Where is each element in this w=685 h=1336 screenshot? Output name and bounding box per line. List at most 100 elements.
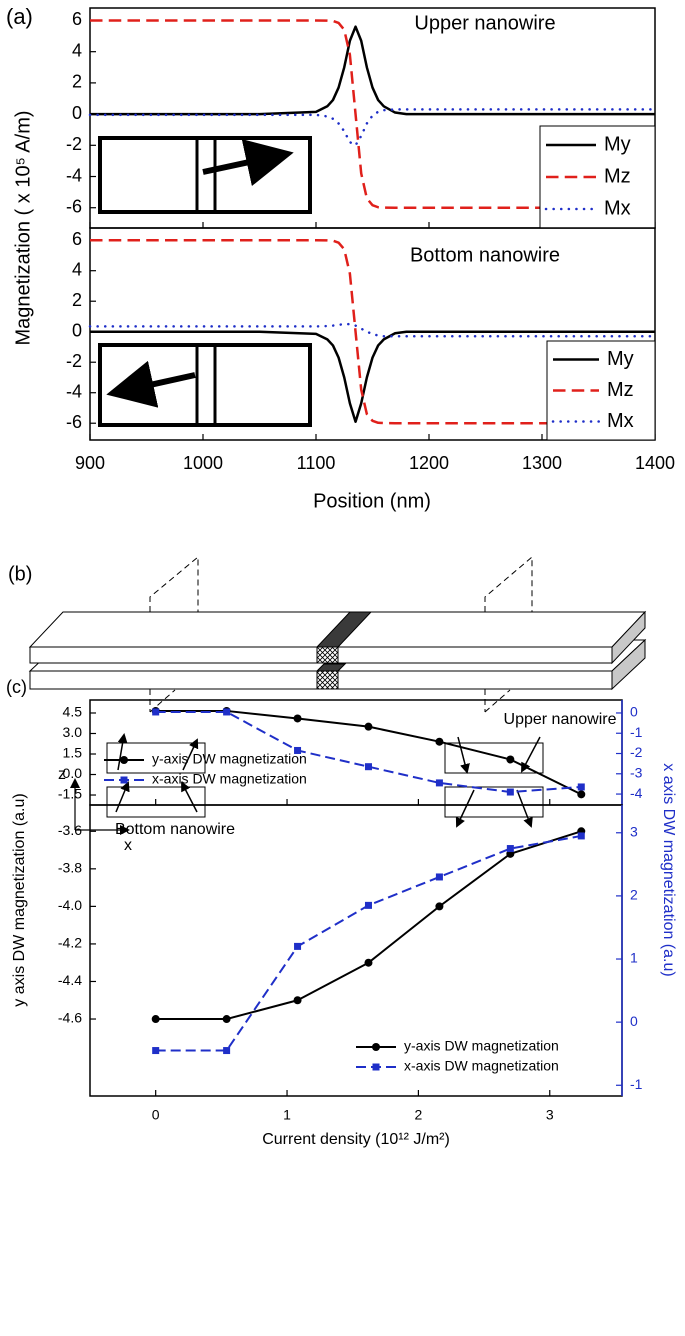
- legend-label: x-axis DW magnetization: [152, 771, 307, 787]
- point: [435, 737, 444, 746]
- y2-tick-label: 2: [630, 887, 638, 903]
- point: [435, 873, 443, 881]
- y2-tick-label: -3: [630, 764, 643, 780]
- legend-marker: [372, 1063, 380, 1071]
- annotation: Bottom nanowire: [115, 821, 235, 838]
- legend-label: Mx: [604, 197, 631, 219]
- point: [223, 1047, 231, 1055]
- y2-axis-label: x axis DW magnetization (a.u): [660, 763, 677, 976]
- x-tick-label: 1100: [297, 453, 336, 473]
- legend-label: Mx: [607, 410, 634, 432]
- point: [364, 901, 372, 909]
- y-tick-label: 0: [72, 320, 82, 340]
- legend-label: y-axis DW magnetization: [404, 1038, 559, 1054]
- legend-label: x-axis DW magnetization: [404, 1058, 559, 1074]
- inset-arrow: [106, 360, 196, 408]
- legend-marker: [372, 1043, 380, 1051]
- legend-frame: [539, 125, 656, 229]
- point: [222, 1015, 231, 1024]
- y-tick-label: -6: [66, 196, 82, 216]
- x-axis-label: Current density (10¹² J/m²): [262, 1131, 450, 1148]
- y-tick-label: -4.4: [58, 972, 82, 988]
- point: [506, 788, 514, 796]
- plane-edge: [149, 555, 199, 612]
- point: [294, 942, 302, 950]
- y-tick-label: 0.0: [63, 765, 83, 781]
- point: [435, 779, 443, 787]
- legend-marker: [120, 776, 128, 784]
- y-tick-label: 4: [72, 259, 82, 279]
- domain-wall: [316, 670, 339, 690]
- x-tick-label: 1000: [183, 453, 223, 473]
- y2-tick-label: -1: [630, 724, 643, 740]
- x-axis-label: Position (nm): [313, 490, 431, 512]
- point: [364, 763, 372, 771]
- domain-wall-top: [315, 663, 347, 672]
- plot-frame: [89, 227, 656, 441]
- x-tick-label: 900: [75, 453, 105, 473]
- panel-label: (a): [6, 4, 33, 29]
- inset-frame: [98, 136, 312, 214]
- section: [444, 786, 544, 818]
- point: [506, 845, 514, 853]
- point: [435, 902, 444, 911]
- y-tick-label: -4: [66, 381, 82, 401]
- point: [293, 996, 302, 1005]
- y-tick-label: -4.6: [58, 1010, 82, 1026]
- annotation: Bottom nanowire: [410, 244, 560, 266]
- moment-arrow: [117, 733, 128, 771]
- domain-wall: [316, 646, 339, 664]
- annotation: Upper nanowire: [414, 12, 555, 34]
- moment-arrow: [181, 781, 198, 813]
- y-tick-label: 6: [72, 229, 82, 249]
- y2-tick-label: 1: [630, 950, 638, 966]
- y-tick-label: 4: [72, 40, 82, 60]
- y-tick-label: 3.0: [63, 724, 83, 740]
- y-tick-label: 4.5: [63, 704, 83, 720]
- x-tick-label: 2: [414, 1107, 422, 1123]
- point: [577, 783, 585, 791]
- series-line: [88, 322, 657, 338]
- y-tick-label: 6: [72, 9, 82, 29]
- y2-tick-label: -2: [630, 744, 643, 760]
- legend-label: My: [607, 348, 634, 370]
- y-axis-label: y axis DW magnetization (a.u): [11, 793, 28, 1006]
- moment-arrow: [521, 736, 541, 773]
- moment-arrow: [182, 738, 199, 771]
- annotation: Upper nanowire: [504, 711, 617, 728]
- y2-tick-label: -4: [630, 785, 643, 801]
- y-tick-label: -1.5: [58, 786, 82, 802]
- y-tick-label: 2: [72, 290, 82, 310]
- axis-name: x: [124, 837, 132, 854]
- moment-arrow: [516, 789, 533, 828]
- y-tick-label: -2: [66, 351, 82, 371]
- point: [152, 708, 160, 716]
- legend-label: My: [604, 133, 631, 155]
- bottom-inset: [98, 343, 312, 427]
- point: [293, 714, 302, 723]
- axis-name: z: [58, 766, 66, 783]
- moment-arrow: [457, 736, 470, 774]
- x-tick-label: 3: [546, 1107, 554, 1123]
- y2-tick-label: 0: [630, 1013, 638, 1029]
- y-tick-label: 2: [72, 72, 82, 92]
- series-line: [90, 330, 655, 423]
- plane-edge: [484, 689, 511, 713]
- moment-arrow: [455, 789, 475, 828]
- series-line: [90, 25, 655, 116]
- point: [151, 1015, 160, 1024]
- plane-edge: [484, 555, 533, 612]
- point: [364, 958, 373, 967]
- y2-tick-label: 0: [630, 704, 638, 720]
- x-tick-label: 1300: [522, 453, 562, 473]
- y-tick-label: -2: [66, 134, 82, 154]
- y-tick-label: -4: [66, 165, 82, 185]
- series-line: [155, 830, 582, 1021]
- legend-marker: [120, 756, 128, 764]
- y-tick-label: -6: [66, 412, 82, 432]
- y-tick-label: -4.0: [58, 897, 82, 913]
- inset-arrow: [202, 139, 294, 187]
- series-line: [90, 19, 655, 209]
